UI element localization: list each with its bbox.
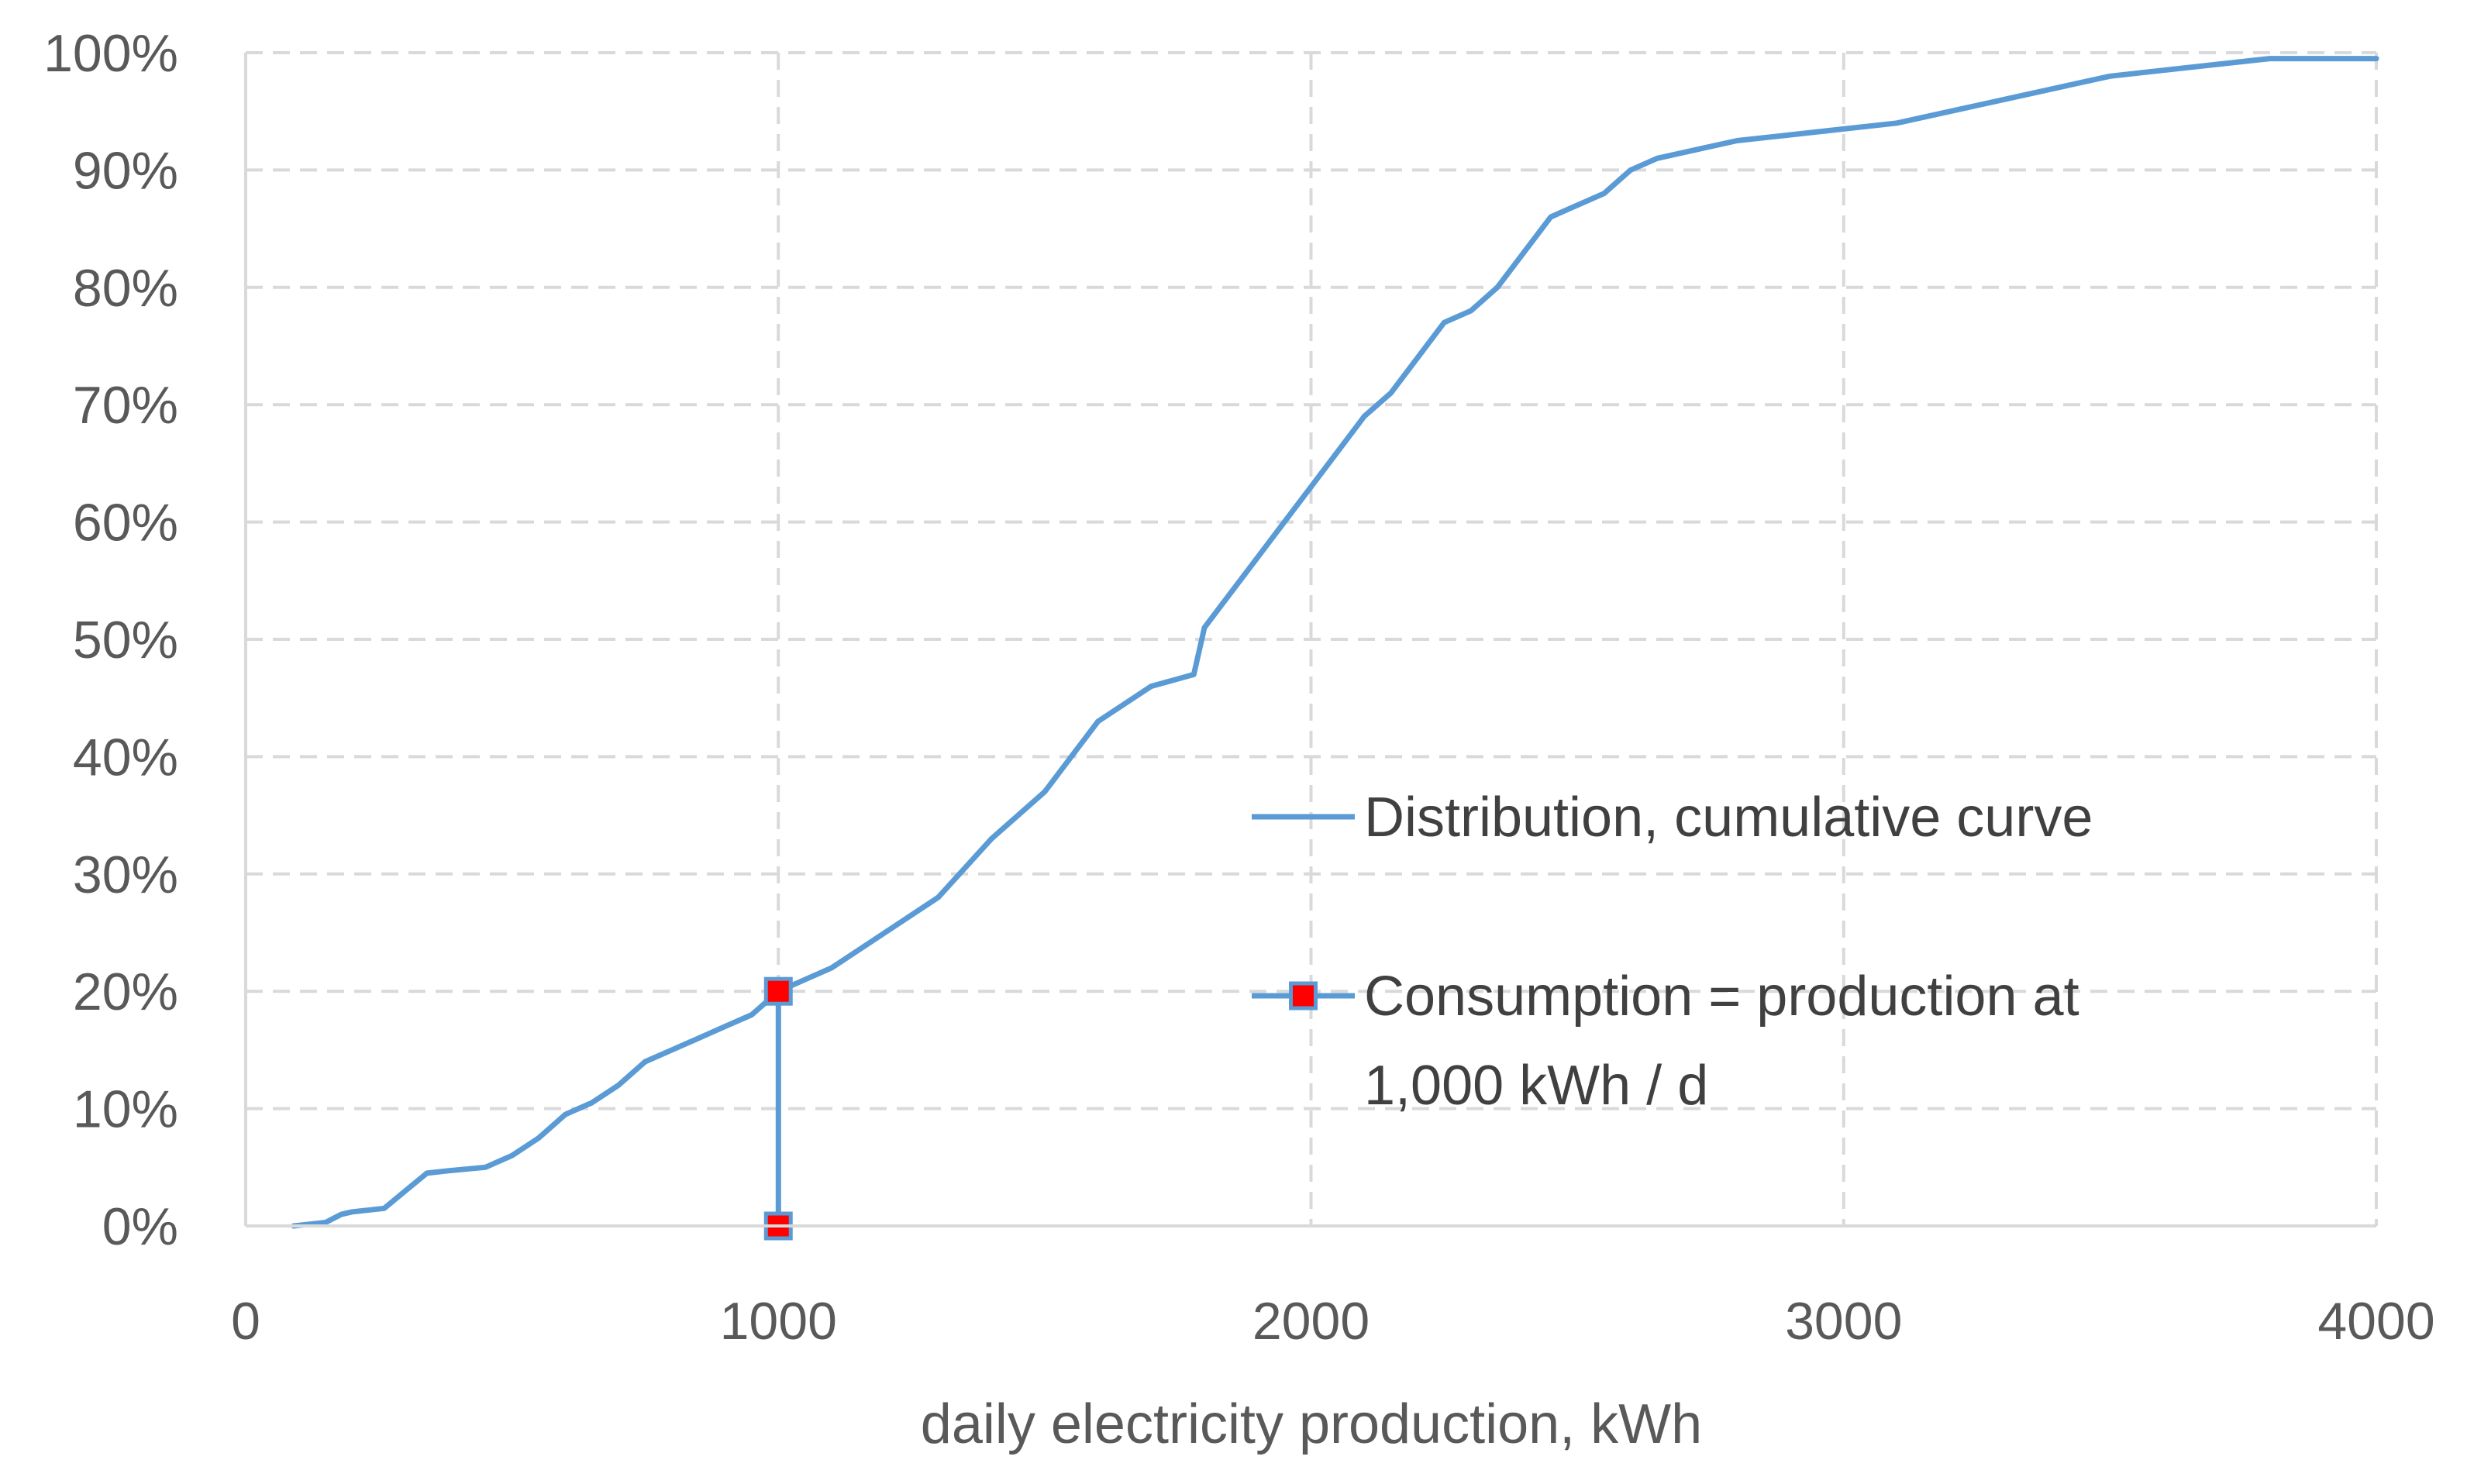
x-tick-label: 3000 bbox=[1785, 1292, 1902, 1351]
x-tick-label: 1000 bbox=[720, 1292, 837, 1351]
y-tick-label: 30% bbox=[73, 845, 178, 904]
series-layer bbox=[291, 56, 2379, 1241]
y-tick-label: 100% bbox=[43, 24, 178, 83]
legend-label-consumption-line1: Consumption = production at bbox=[1364, 966, 2079, 1028]
y-tick-label: 10% bbox=[73, 1080, 178, 1139]
y-tick-label: 20% bbox=[73, 962, 178, 1021]
legend-marker-consumption bbox=[1289, 981, 1318, 1011]
y-tick-label: 0% bbox=[102, 1197, 178, 1256]
x-tick-label: 2000 bbox=[1252, 1292, 1370, 1351]
y-tick-label: 80% bbox=[73, 259, 178, 318]
legend-label-consumption-line2: 1,000 kWh / d bbox=[1364, 1055, 1708, 1117]
y-tick-label: 50% bbox=[73, 611, 178, 670]
x-tick-label: 0 bbox=[231, 1292, 260, 1351]
y-tick-label: 60% bbox=[73, 494, 178, 553]
data-point-marker bbox=[763, 976, 793, 1006]
y-tick-label: 90% bbox=[73, 141, 178, 200]
legend: Distribution, cumulative curve Consumptio… bbox=[1252, 787, 2093, 1117]
y-tick-label: 40% bbox=[73, 728, 178, 787]
axis-layer: 0% 10% 20% 30% 40% 50% 60% 70% 80% 90% 100% 0 1000 20… bbox=[43, 24, 2435, 1351]
grid-layer bbox=[246, 51, 2378, 1226]
y-tick-label: 70% bbox=[73, 376, 178, 435]
x-tick-label: 4000 bbox=[2317, 1292, 2434, 1351]
x-axis-title: daily electricity production, kWh bbox=[921, 1393, 1702, 1455]
series-line-1 bbox=[291, 56, 2379, 1229]
legend-label-distribution: Distribution, cumulative curve bbox=[1364, 787, 2093, 849]
